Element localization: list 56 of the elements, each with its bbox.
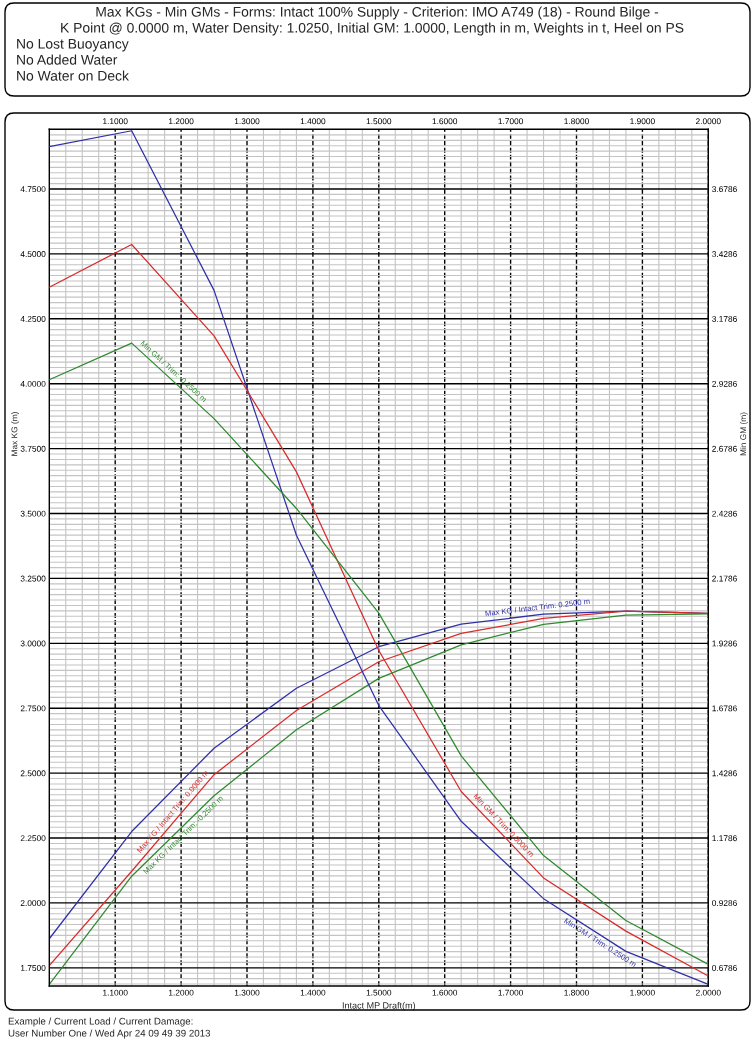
x2-tick-label: 1.3000: [234, 118, 260, 125]
y2-tick-label: 3.4286: [712, 251, 737, 258]
y-tick-label: 2.2500: [20, 835, 46, 842]
x-axis-title: Intact MP Draft(m): [342, 1002, 416, 1011]
x2-tick-label: 1.2000: [168, 118, 194, 125]
y2-tick-label: 2.1786: [712, 575, 737, 582]
x-tick-label: 1.2000: [168, 989, 194, 996]
y2-tick-label: 3.1786: [712, 316, 737, 322]
y2-tick-label: 3.6786: [712, 186, 737, 193]
text: No Added Water: [17, 54, 118, 65]
y-tick-label: 2.7500: [20, 705, 46, 712]
y-tick-label: 3.0000: [20, 640, 46, 647]
text: Example / Current Load / Current Damage:: [8, 1017, 193, 1027]
x2-tick-label: 1.5000: [366, 118, 392, 125]
x2-tick-label: 1.9000: [630, 118, 655, 125]
y2-tick-label: 0.9286: [712, 900, 737, 907]
text: No Lost Buoyancy: [17, 39, 129, 52]
y-tick-label: 2.0000: [20, 900, 46, 907]
y-tick-label: 4.7500: [20, 186, 46, 193]
y-tick-label: 3.7500: [20, 445, 46, 452]
y-tick-label: 2.5000: [20, 770, 46, 777]
chart-title: Max KGs - Min GMs - Forms: Intact 100% Supply - Criterion: IMO A749 (18) - Round Bilge -: [96, 6, 659, 20]
x-tick-label: 2.0000: [695, 989, 721, 996]
x-tick-label: 1.8000: [564, 989, 589, 996]
x2-tick-label: 1.6000: [432, 118, 458, 125]
y2-tick-label: 1.6786: [712, 705, 737, 712]
y2-axis-title: Min GM (m): [740, 412, 748, 456]
x-tick-label: 1.7000: [498, 989, 524, 996]
x2-tick-label: 1.8000: [564, 118, 589, 125]
y2-tick-label: 1.9286: [712, 640, 737, 647]
y2-tick-label: 2.9286: [712, 380, 737, 387]
text: User Number One / Wed Apr 24 09 49 39 2013: [8, 1029, 211, 1039]
y-tick-label: 3.5000: [20, 510, 46, 517]
y-tick-label: 4.0000: [20, 380, 46, 387]
y-tick-label: 1.7500: [20, 965, 46, 971]
x-tick-label: 1.4000: [300, 989, 326, 996]
y-tick-label: 4.5000: [20, 251, 46, 258]
y-axis-title: Max KG (m): [11, 412, 19, 456]
y2-tick-label: 2.6786: [712, 445, 737, 452]
x-tick-label: 1.3000: [234, 989, 260, 996]
x2-tick-label: 1.7000: [498, 118, 524, 125]
chart-subtitle: K Point @ 0.0000 m, Water Density: 1.0250, Initial GM: 1.0000, Length in m, Weights in t, Heel on PS: [61, 22, 684, 36]
x2-tick-label: 1.1000: [103, 118, 128, 125]
y-tick-label: 3.2500: [20, 575, 46, 582]
x-tick-label: 1.5000: [366, 989, 392, 996]
x-tick-label: 1.9000: [630, 989, 655, 996]
y2-tick-label: 0.6786: [712, 965, 737, 971]
y-tick-label: 4.2500: [20, 316, 46, 322]
text: No Water on Deck: [17, 70, 129, 81]
x2-tick-label: 2.0000: [695, 118, 721, 125]
y2-tick-label: 1.4286: [712, 770, 737, 777]
y2-tick-label: 1.1786: [712, 835, 737, 842]
x-tick-label: 1.6000: [432, 989, 458, 996]
y2-tick-label: 2.4286: [712, 510, 737, 517]
x-tick-label: 1.1000: [103, 989, 128, 996]
x2-tick-label: 1.4000: [300, 118, 326, 125]
